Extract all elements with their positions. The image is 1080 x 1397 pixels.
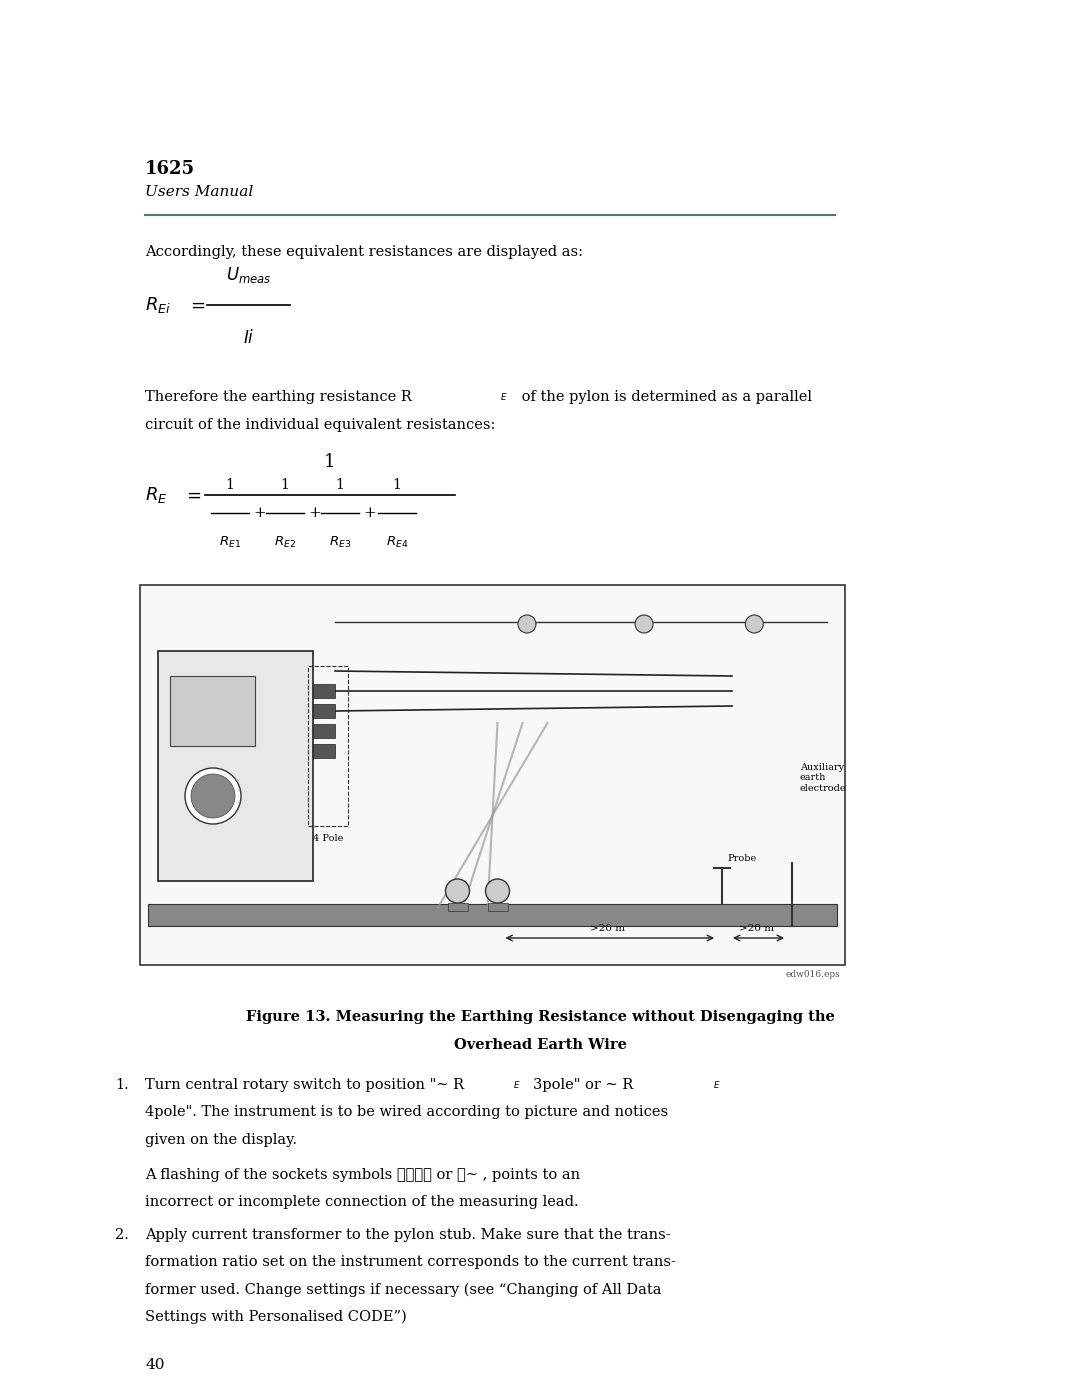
Text: +: + — [308, 506, 321, 520]
Bar — [148, 904, 837, 926]
Text: Accordingly, these equivalent resistances are displayed as:: Accordingly, these equivalent resistance… — [145, 244, 583, 258]
Text: $R_E$: $R_E$ — [145, 485, 167, 504]
Text: Probe: Probe — [727, 854, 756, 863]
Text: $R_{E4}$: $R_{E4}$ — [386, 535, 408, 549]
Text: given on the display.: given on the display. — [145, 1133, 297, 1147]
Text: 1: 1 — [392, 478, 402, 492]
Text: $R_{Ei}$: $R_{Ei}$ — [145, 295, 171, 314]
Text: Auxiliary
earth
electrode: Auxiliary earth electrode — [800, 763, 847, 793]
Bar — [308, 666, 348, 826]
Circle shape — [635, 615, 653, 633]
Bar — [447, 902, 468, 911]
Text: formation ratio set on the instrument corresponds to the current trans-: formation ratio set on the instrument co… — [145, 1255, 676, 1268]
Text: 1: 1 — [336, 478, 345, 492]
Text: $_E$: $_E$ — [513, 1078, 521, 1091]
Circle shape — [185, 768, 241, 824]
Text: 40: 40 — [145, 1358, 164, 1372]
Text: A flashing of the sockets symbols ⒺⓈⓉⓇ or ⨀∼ , points to an: A flashing of the sockets symbols ⒺⓈⓉⓇ o… — [145, 1168, 580, 1182]
Text: +: + — [253, 506, 266, 520]
Text: +: + — [363, 506, 376, 520]
Text: >20 m: >20 m — [740, 923, 774, 933]
Text: 4pole". The instrument is to be wired according to picture and notices: 4pole". The instrument is to be wired ac… — [145, 1105, 669, 1119]
Text: 1: 1 — [226, 478, 234, 492]
Text: 4 Pole: 4 Pole — [313, 834, 343, 842]
Text: 3pole" or ∼ R: 3pole" or ∼ R — [534, 1078, 633, 1092]
Text: $R_{E2}$: $R_{E2}$ — [274, 535, 296, 549]
Bar — [313, 724, 335, 738]
Bar — [313, 685, 335, 698]
Bar — [313, 704, 335, 718]
Text: circuit of the individual equivalent resistances:: circuit of the individual equivalent res… — [145, 418, 496, 432]
Text: $_E$: $_E$ — [713, 1078, 720, 1091]
Bar — [158, 651, 313, 882]
Circle shape — [191, 774, 235, 819]
Text: Users Manual: Users Manual — [145, 184, 253, 198]
Text: $Ii$: $Ii$ — [243, 330, 254, 346]
Text: >20 m: >20 m — [590, 923, 624, 933]
Text: 1625: 1625 — [145, 161, 195, 177]
Text: $_E$: $_E$ — [500, 390, 508, 402]
Text: of the pylon is determined as a parallel: of the pylon is determined as a parallel — [517, 390, 812, 404]
Text: 1.: 1. — [114, 1078, 129, 1092]
Text: Therefore the earthing resistance R: Therefore the earthing resistance R — [145, 390, 411, 404]
Text: Figure 13. Measuring the Earthing Resistance without Disengaging the: Figure 13. Measuring the Earthing Resist… — [245, 1010, 835, 1024]
Text: 2.: 2. — [114, 1228, 129, 1242]
Bar — [487, 902, 508, 911]
Circle shape — [745, 615, 764, 633]
Text: Settings with Personalised CODE”): Settings with Personalised CODE”) — [145, 1310, 407, 1324]
Bar — [313, 745, 335, 759]
Bar — [170, 676, 255, 746]
Text: $=$: $=$ — [183, 486, 202, 504]
Text: Overhead Earth Wire: Overhead Earth Wire — [454, 1038, 626, 1052]
Text: incorrect or incomplete connection of the measuring lead.: incorrect or incomplete connection of th… — [145, 1194, 579, 1208]
Bar — [140, 585, 845, 965]
Circle shape — [446, 879, 470, 902]
Text: $R_{E3}$: $R_{E3}$ — [329, 535, 351, 549]
Circle shape — [518, 615, 536, 633]
Text: Turn central rotary switch to position "∼ R: Turn central rotary switch to position "… — [145, 1078, 464, 1092]
Text: edw016.eps: edw016.eps — [785, 970, 840, 979]
Text: $U_{meas}$: $U_{meas}$ — [226, 265, 271, 285]
Text: former used. Change settings if necessary (see “Changing of All Data: former used. Change settings if necessar… — [145, 1282, 661, 1298]
Text: $=$: $=$ — [187, 296, 205, 314]
Circle shape — [486, 879, 510, 902]
Text: $R_{E1}$: $R_{E1}$ — [219, 535, 241, 549]
Text: 1: 1 — [281, 478, 289, 492]
Text: 1: 1 — [324, 453, 336, 471]
Text: Apply current transformer to the pylon stub. Make sure that the trans-: Apply current transformer to the pylon s… — [145, 1228, 671, 1242]
